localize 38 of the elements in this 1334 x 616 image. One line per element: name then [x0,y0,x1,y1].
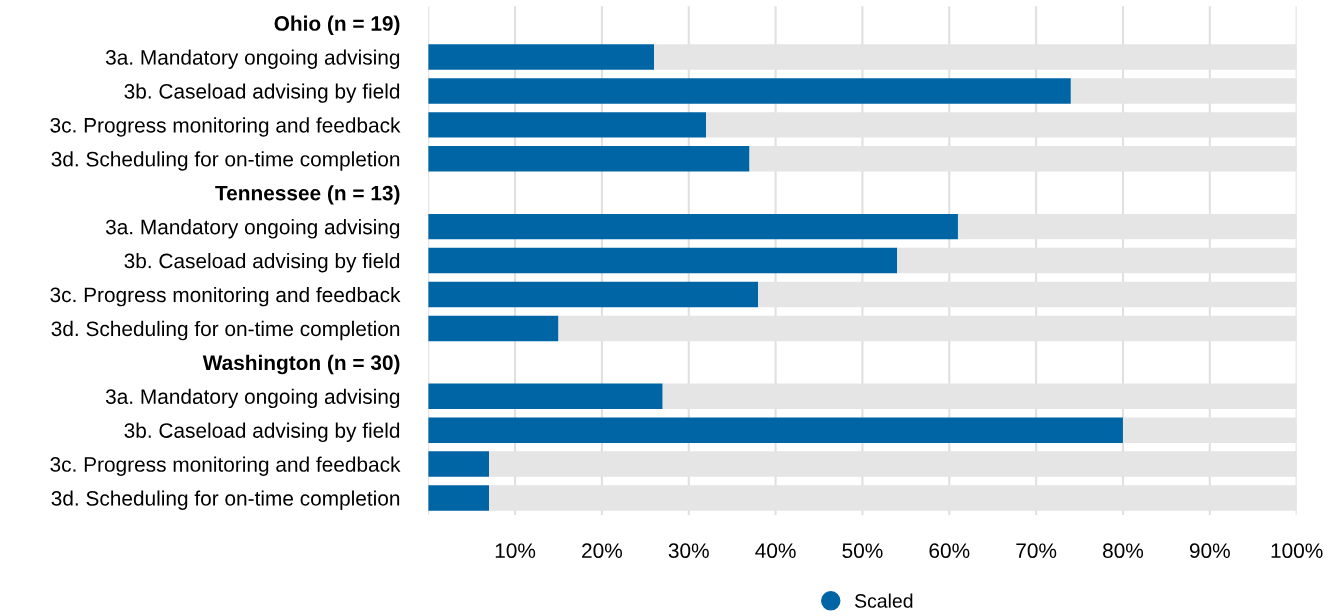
x-tick-label: 70% [1016,543,1057,559]
legend-label: Scaled [854,593,913,608]
bar [428,383,663,409]
y-tick-label: Ohio (n = 19) [274,15,400,35]
y-tick-label: 3a. Mandatory ongoing advising [105,388,400,409]
bar [428,146,750,172]
x-tick-label: 10% [495,543,536,559]
bar [428,315,559,342]
bar [428,78,1071,104]
bar [428,485,489,511]
bar [428,213,958,240]
x-tick-label: 80% [1103,543,1144,559]
x-tick-label: 50% [842,543,883,559]
bar [428,281,759,308]
x-tick-label: 30% [668,543,709,559]
y-tick-label: 3d. Scheduling for on-time completion [51,320,400,341]
y-tick-label: 3c. Progress monitoring and feedback [50,456,401,476]
x-tick-label: 90% [1189,543,1230,559]
x-tick-label: 40% [755,543,796,559]
y-tick-label: 3c. Progress monitoring and feedback [50,286,401,307]
y-tick-label: Tennessee (n = 13) [215,185,400,205]
bar [428,112,707,138]
y-tick-label: 3a. Mandatory ongoing advising [105,49,400,69]
bar [428,451,489,477]
y-tick-label: 3b. Caseload advising by field [124,253,400,273]
y-tick-label: 3c. Progress monitoring and feedback [50,117,401,137]
x-tick-label: 20% [582,543,623,559]
y-tick-label: 3a. Mandatory ongoing advising [105,219,400,239]
y-tick-label: 3d. Scheduling for on-time completion [51,490,400,510]
y-tick-label: 3b. Caseload advising by field [124,83,400,103]
x-tick-label: 100% [1271,543,1323,559]
y-tick-label: 3d. Scheduling for on-time completion [51,151,400,171]
y-tick-label: 3b. Caseload advising by field [124,422,400,443]
bar [428,417,1123,443]
x-tick-label: 60% [929,543,970,559]
y-tick-label: Washington (n = 30) [202,354,400,375]
bar [428,44,655,70]
bar [428,247,898,274]
